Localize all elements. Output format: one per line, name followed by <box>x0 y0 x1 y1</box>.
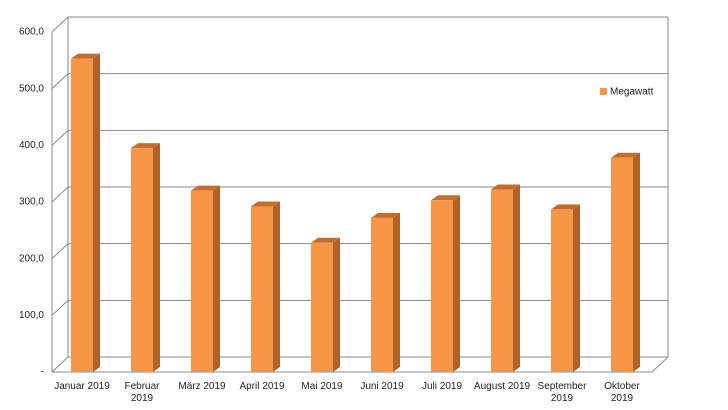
bar <box>491 189 513 372</box>
grid-line <box>51 186 668 203</box>
x-tick-label: Mai 2019 <box>301 381 343 392</box>
bar-side <box>213 185 220 372</box>
bar-top <box>311 237 340 243</box>
bar-side <box>393 212 400 372</box>
legend-swatch <box>600 88 607 95</box>
x-tick-label: Juli 2019 <box>421 381 463 392</box>
bar <box>551 209 573 372</box>
y-tick-label: 600,0 <box>19 27 44 38</box>
legend-label: Megawatt <box>610 87 654 98</box>
y-tick-label: 200,0 <box>19 253 44 264</box>
bar-top <box>431 195 460 201</box>
y-tick-label: 400,0 <box>19 140 44 151</box>
bar-top <box>551 204 580 210</box>
x-tick-label: Februar 2019 <box>124 381 160 404</box>
grid-line <box>51 73 668 90</box>
bar-top <box>191 185 220 191</box>
y-tick-label: 300,0 <box>19 197 44 208</box>
x-tick-label: Juni 2019 <box>360 381 404 392</box>
bar <box>71 58 93 373</box>
x-tick-label: September 2019 <box>537 381 587 404</box>
bar-side <box>573 204 580 372</box>
bar-side <box>273 201 280 372</box>
bar-top <box>71 53 100 59</box>
bar-side <box>153 143 160 372</box>
grid-line <box>51 129 668 146</box>
bar <box>251 206 273 372</box>
x-tick-label: August 2019 <box>473 381 531 392</box>
x-tick-label: April 2019 <box>239 381 285 392</box>
y-tick-label: 100,0 <box>19 310 44 321</box>
bar-top <box>371 212 400 218</box>
bar-top <box>251 201 280 207</box>
bar-side <box>333 237 340 372</box>
bar-top <box>491 184 520 190</box>
y-tick-label: 500,0 <box>19 83 44 94</box>
bar <box>431 200 453 372</box>
bar <box>191 190 213 372</box>
bar-side <box>513 184 520 372</box>
bar-top <box>611 152 640 158</box>
bar-side <box>633 152 640 372</box>
grid-line <box>51 16 668 33</box>
bar-side <box>93 53 100 373</box>
bar-top <box>131 143 160 149</box>
grid-line <box>51 299 668 316</box>
x-tick-label: Januar 2019 <box>54 381 110 392</box>
grid-line <box>51 356 668 373</box>
bar <box>371 217 393 372</box>
bar <box>131 148 153 372</box>
x-tick-label: März 2019 <box>178 381 226 392</box>
x-tick-label: Oktober 2019 <box>604 381 640 404</box>
bar <box>311 242 333 372</box>
bar-side <box>453 195 460 372</box>
grid-line <box>51 243 668 260</box>
y-tick-label: - <box>41 367 44 378</box>
bar <box>611 157 633 372</box>
